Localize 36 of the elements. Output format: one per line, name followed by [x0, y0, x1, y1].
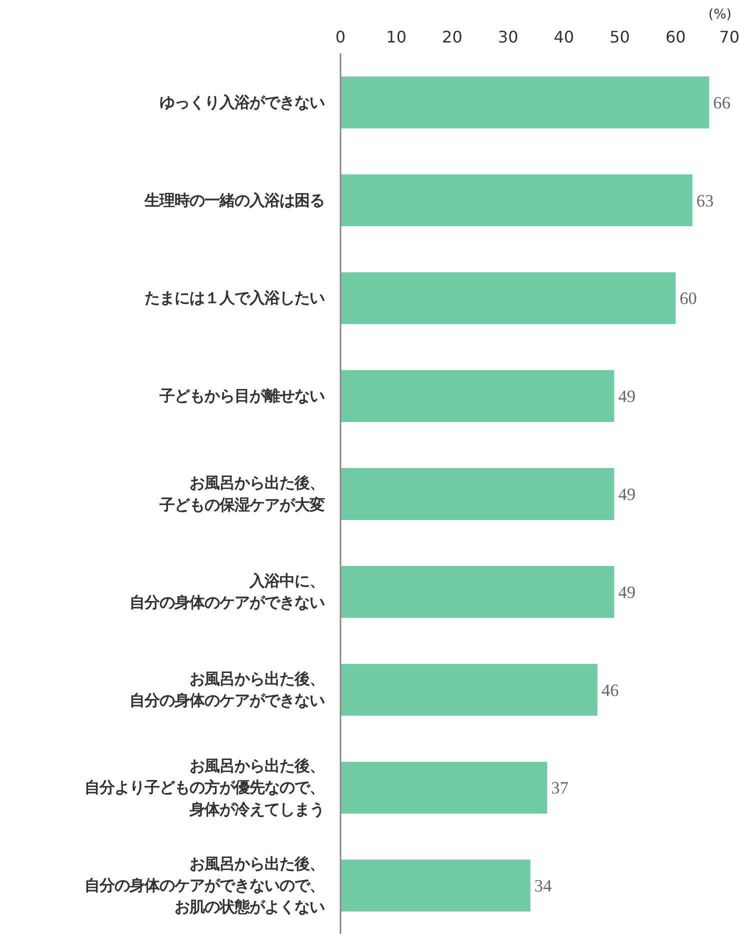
y-tick-label: お風呂から出た後、自分より子どもの方が優先なので、身体が冷えてしまう — [84, 757, 324, 818]
data-label: 37 — [551, 778, 569, 798]
x-tick-label: 60 — [665, 28, 686, 46]
data-label: 34 — [534, 876, 552, 896]
bar — [340, 762, 548, 814]
x-tick-label: 20 — [442, 28, 462, 46]
bar — [340, 174, 692, 226]
bar — [340, 76, 710, 128]
data-label: 49 — [618, 582, 636, 602]
data-label: 63 — [696, 191, 714, 210]
data-label: 66 — [713, 93, 731, 112]
y-tick-label: たまには１人で入浴したい — [144, 289, 324, 308]
x-tick-label: 10 — [386, 28, 407, 46]
y-tick-label: お風呂から出た後、子どもの保湿ケアが大変 — [158, 474, 324, 514]
x-axis-title: (%) — [708, 8, 732, 22]
bar — [340, 664, 598, 716]
x-tick-label: 50 — [610, 28, 630, 46]
bar — [340, 860, 530, 912]
x-tick-label: 0 — [335, 28, 346, 46]
x-tick-label: 40 — [554, 28, 574, 46]
y-tick-label: お風呂から出た後、自分の身体のケアができない — [130, 670, 324, 710]
x-tick-label: 30 — [498, 28, 518, 46]
bar — [340, 566, 614, 618]
y-tick-label: 入浴中に、自分の身体のケアができない — [130, 572, 324, 612]
bar — [340, 272, 676, 324]
y-tick-label: 生理時の一緒の入浴は困る — [144, 191, 324, 210]
x-tick-label: 70 — [719, 28, 739, 46]
bar — [340, 370, 614, 422]
y-tick-label: お風呂から出た後、自分の身体のケアができないので、お肌の状態がよくない — [84, 854, 324, 916]
y-tick-label: ゆっくり入浴ができない — [160, 93, 324, 112]
data-label: 60 — [680, 289, 697, 308]
data-label: 49 — [618, 485, 636, 504]
data-label: 49 — [618, 387, 636, 406]
data-label: 46 — [601, 680, 620, 700]
y-tick-label: 子どもから目が離せない — [158, 387, 324, 406]
bar — [340, 468, 614, 520]
